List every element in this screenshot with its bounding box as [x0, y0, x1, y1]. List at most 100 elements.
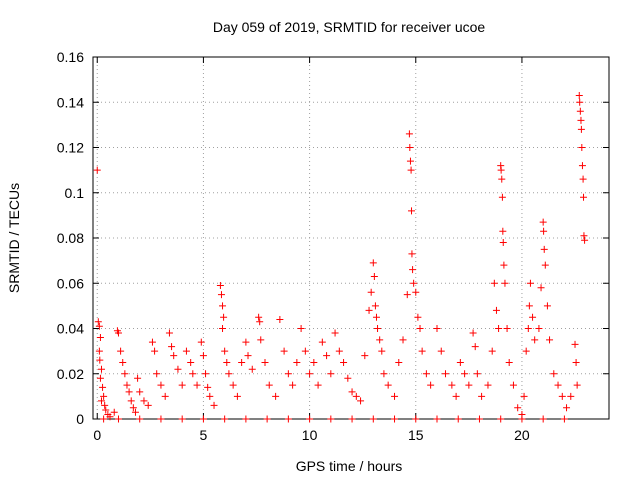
data-point — [216, 282, 224, 290]
data-point — [529, 313, 537, 321]
data-point — [414, 313, 422, 321]
data-point — [297, 325, 305, 332]
data-point — [144, 401, 152, 409]
data-point — [525, 302, 533, 310]
data-point — [242, 338, 250, 346]
data-point — [403, 291, 411, 299]
data-point — [229, 381, 237, 389]
data-point — [395, 358, 403, 366]
data-point — [454, 415, 462, 423]
data-point — [219, 325, 227, 332]
data-point — [441, 370, 449, 378]
data-point — [314, 381, 322, 389]
data-point — [579, 175, 587, 183]
data-point — [182, 347, 190, 355]
data-point — [452, 392, 460, 400]
data-point — [550, 370, 558, 378]
data-point — [499, 227, 507, 235]
data-point — [100, 392, 108, 400]
data-point — [261, 358, 269, 366]
data-point — [384, 381, 392, 389]
data-point — [202, 370, 210, 378]
data-point — [461, 370, 469, 378]
data-point — [456, 358, 464, 366]
data-point — [306, 415, 314, 423]
data-point — [233, 392, 241, 400]
data-point — [372, 313, 380, 321]
data-point — [408, 250, 416, 258]
data-point — [498, 193, 506, 201]
data-point — [484, 381, 492, 389]
data-point — [535, 325, 543, 332]
data-point — [422, 370, 430, 378]
data-point — [125, 388, 133, 396]
data-point — [526, 279, 534, 287]
data-point — [221, 415, 229, 423]
data-point — [206, 392, 214, 400]
data-point — [101, 401, 109, 409]
data-point — [518, 415, 526, 423]
data-point — [410, 279, 418, 287]
data-point — [96, 374, 104, 382]
data-point — [567, 392, 575, 400]
data-point — [217, 291, 225, 299]
data-point — [416, 325, 424, 332]
y-tick-label: 0.1 — [65, 185, 85, 201]
y-tick-label: 0.06 — [57, 275, 84, 291]
data-point — [96, 356, 104, 364]
data-point — [365, 306, 373, 314]
data-point — [93, 166, 101, 174]
data-point — [361, 352, 369, 360]
data-point — [540, 227, 548, 235]
data-point — [539, 415, 547, 423]
data-point — [140, 397, 148, 405]
data-point — [554, 381, 562, 389]
data-point — [255, 313, 263, 321]
data-point — [498, 175, 506, 183]
data-point — [406, 144, 414, 151]
data-point — [199, 415, 207, 423]
data-point — [306, 370, 314, 378]
data-points — [93, 91, 589, 423]
data-point — [114, 329, 122, 337]
data-point — [376, 336, 384, 344]
data-point — [223, 358, 231, 366]
x-tick-label: 15 — [408, 427, 424, 443]
data-point — [221, 347, 229, 355]
data-point — [280, 347, 288, 355]
data-point — [327, 370, 335, 378]
data-point — [219, 302, 227, 310]
data-point — [495, 325, 503, 332]
data-point — [391, 415, 399, 423]
data-point — [578, 144, 586, 151]
axis-tick-labels: 0 0.02 0.04 0.06 0.08 0.1 0.12 0.14 0.16 0 5 10 15 20 — [57, 49, 530, 443]
data-point — [225, 370, 233, 378]
data-point — [127, 397, 135, 405]
data-point — [524, 325, 532, 332]
data-point — [327, 415, 335, 423]
data-point — [161, 392, 169, 400]
data-point — [406, 157, 414, 165]
data-point — [323, 352, 331, 360]
data-point — [499, 239, 507, 247]
data-point — [412, 288, 420, 296]
data-point — [367, 288, 375, 296]
data-point — [405, 130, 413, 138]
data-point — [571, 340, 579, 348]
data-point — [540, 245, 548, 253]
data-point — [560, 415, 568, 423]
data-point — [114, 415, 122, 423]
data-point — [97, 397, 105, 405]
data-point — [344, 374, 352, 382]
data-point — [408, 207, 416, 215]
data-point — [148, 338, 156, 346]
data-point — [168, 343, 176, 351]
data-point — [284, 415, 292, 423]
data-point — [242, 415, 250, 423]
data-point — [106, 413, 114, 421]
data-point — [174, 365, 182, 373]
y-tick-label: 0.04 — [57, 321, 84, 337]
x-axis-label: GPS time / hours — [296, 458, 403, 474]
data-point — [497, 166, 505, 174]
data-point — [94, 318, 102, 326]
